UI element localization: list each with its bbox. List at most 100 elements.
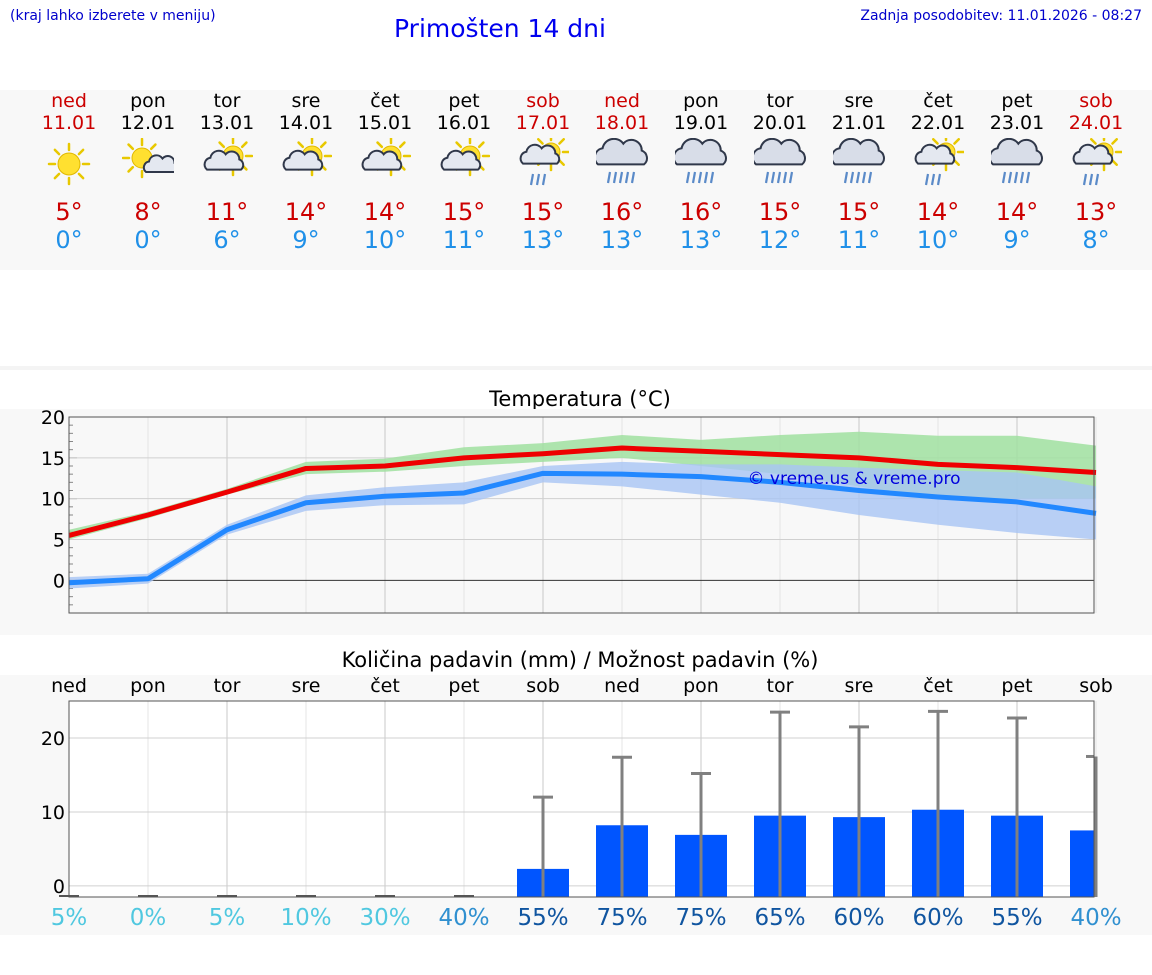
day-name: pon <box>683 90 719 112</box>
x-category-label: tor <box>767 675 794 697</box>
rain-icon <box>675 138 727 184</box>
precip-chance-label: 40% <box>1070 905 1122 931</box>
max-temp-line <box>68 445 1097 538</box>
day-name: sre <box>291 90 321 112</box>
x-category-label: tor <box>214 675 241 697</box>
day-name: sob <box>526 90 560 112</box>
day-name: pet <box>448 90 480 112</box>
y-tick-label: 0 <box>53 876 65 898</box>
max-temp: 15° <box>758 198 802 226</box>
day-date: 18.01 <box>594 112 650 134</box>
day-date: 11.01 <box>41 112 97 134</box>
precip-chance-label: 55% <box>991 905 1043 931</box>
precip-bar <box>1070 830 1096 897</box>
precip-chance-label: 75% <box>675 905 727 931</box>
day-date: 24.01 <box>1068 112 1124 134</box>
x-category-label: sre <box>845 675 874 697</box>
watermark: © vreme.us & vreme.pro <box>747 469 960 489</box>
day-name: sob <box>1079 90 1113 112</box>
precip-chance-label: 75% <box>596 905 648 931</box>
min-temp: 11° <box>837 226 881 254</box>
sun-cloud-icon <box>122 138 174 179</box>
plot-frame <box>68 700 1095 898</box>
precip-chance-label: 55% <box>517 905 569 931</box>
temperature-chart: 0 5 10 15 20 © vreme.us & vreme.pro <box>41 407 1097 614</box>
precip-chance-label: 5% <box>208 905 246 931</box>
min-temp: 12° <box>758 226 802 254</box>
min-temp: 0° <box>134 226 162 254</box>
max-temp: 15° <box>837 198 881 226</box>
max-temp: 11° <box>205 198 249 226</box>
max-temp: 15° <box>521 198 565 226</box>
rain-icon <box>596 138 648 184</box>
partly-cloudy-icon <box>282 138 332 177</box>
day-name: tor <box>766 90 794 112</box>
min-range-band <box>69 461 1096 589</box>
y-tick-label: 15 <box>41 448 65 470</box>
min-temp: 13° <box>600 226 644 254</box>
precip-chance-label: 10% <box>280 905 332 931</box>
precip-chance-label: 65% <box>754 905 806 931</box>
precip-chance-label: 30% <box>359 905 411 931</box>
max-temp: 16° <box>679 198 723 226</box>
max-temp: 5° <box>55 198 83 226</box>
day-date: 14.01 <box>278 112 334 134</box>
plot-frame <box>68 416 1095 614</box>
x-category-label: čet <box>370 675 400 697</box>
x-category-label: pon <box>130 675 166 697</box>
last-updated: Zadnja posodobitev: 11.01.2026 - 08:27 <box>860 8 1142 24</box>
x-category-label: ned <box>51 675 87 697</box>
min-temp-line <box>68 470 1097 586</box>
min-temp: 6° <box>213 226 241 254</box>
y-tick-label: 5 <box>53 530 65 552</box>
x-category-label: sre <box>292 675 321 697</box>
precip-chart-title: Količina padavin (mm) / Možnost padavin … <box>341 648 819 672</box>
day-date: 17.01 <box>515 112 571 134</box>
min-temp: 10° <box>363 226 407 254</box>
max-temp: 14° <box>284 198 328 226</box>
max-temp: 14° <box>363 198 407 226</box>
x-category-label: pet <box>448 675 479 697</box>
day-date: 16.01 <box>436 112 492 134</box>
day-name: tor <box>213 90 241 112</box>
sun-rain-icon <box>914 138 964 186</box>
day-name: čet <box>923 90 953 112</box>
max-temp: 14° <box>916 198 960 226</box>
rain-icon <box>754 138 806 184</box>
day-date: 22.01 <box>910 112 966 134</box>
y-tick-label: 20 <box>41 728 65 750</box>
min-temp: 13° <box>679 226 723 254</box>
partly-cloudy-icon <box>203 138 253 177</box>
min-temp: 11° <box>442 226 486 254</box>
precip-chance-label: 5% <box>50 905 88 931</box>
page-title: Primošten 14 dni <box>394 14 606 43</box>
sun-rain-icon <box>1072 138 1122 186</box>
min-temp: 13° <box>521 226 565 254</box>
x-category-label: pon <box>683 675 719 697</box>
day-date: 13.01 <box>199 112 255 134</box>
day-date: 20.01 <box>752 112 808 134</box>
daily-forecast-strip: ned 11.01 5° 0° pon 12.01 8° 0° tor 13.01 11° 6° sre… <box>0 90 1152 270</box>
rain-icon <box>991 138 1043 184</box>
precip-chance-label: 0% <box>129 905 167 931</box>
day-name: ned <box>604 90 640 112</box>
day-name: pon <box>130 90 166 112</box>
temperature-chart-panel: 0 5 10 15 20 © vreme.us & vreme.pro <box>0 407 1152 635</box>
rain-icon <box>833 138 885 184</box>
menu-hint: (kraj lahko izberete v meniju) <box>10 8 216 24</box>
max-temp: 14° <box>995 198 1039 226</box>
max-temp: 8° <box>134 198 162 226</box>
min-temp: 0° <box>55 226 83 254</box>
day-name: čet <box>370 90 400 112</box>
day-date: 12.01 <box>120 112 176 134</box>
x-category-label: sob <box>526 675 560 697</box>
day-name: ned <box>51 90 87 112</box>
sun-icon <box>47 142 91 186</box>
y-tick-label: 10 <box>41 489 65 511</box>
partly-cloudy-icon <box>440 138 490 177</box>
day-date: 19.01 <box>673 112 729 134</box>
temperature-chart-title: Temperatura (°C) <box>489 387 671 411</box>
min-temp: 10° <box>916 226 960 254</box>
partly-cloudy-icon <box>361 138 411 177</box>
precipitation-chart: ned pon tor sre čet pet sob ned pon tor sre čet pet s… <box>41 675 1113 898</box>
